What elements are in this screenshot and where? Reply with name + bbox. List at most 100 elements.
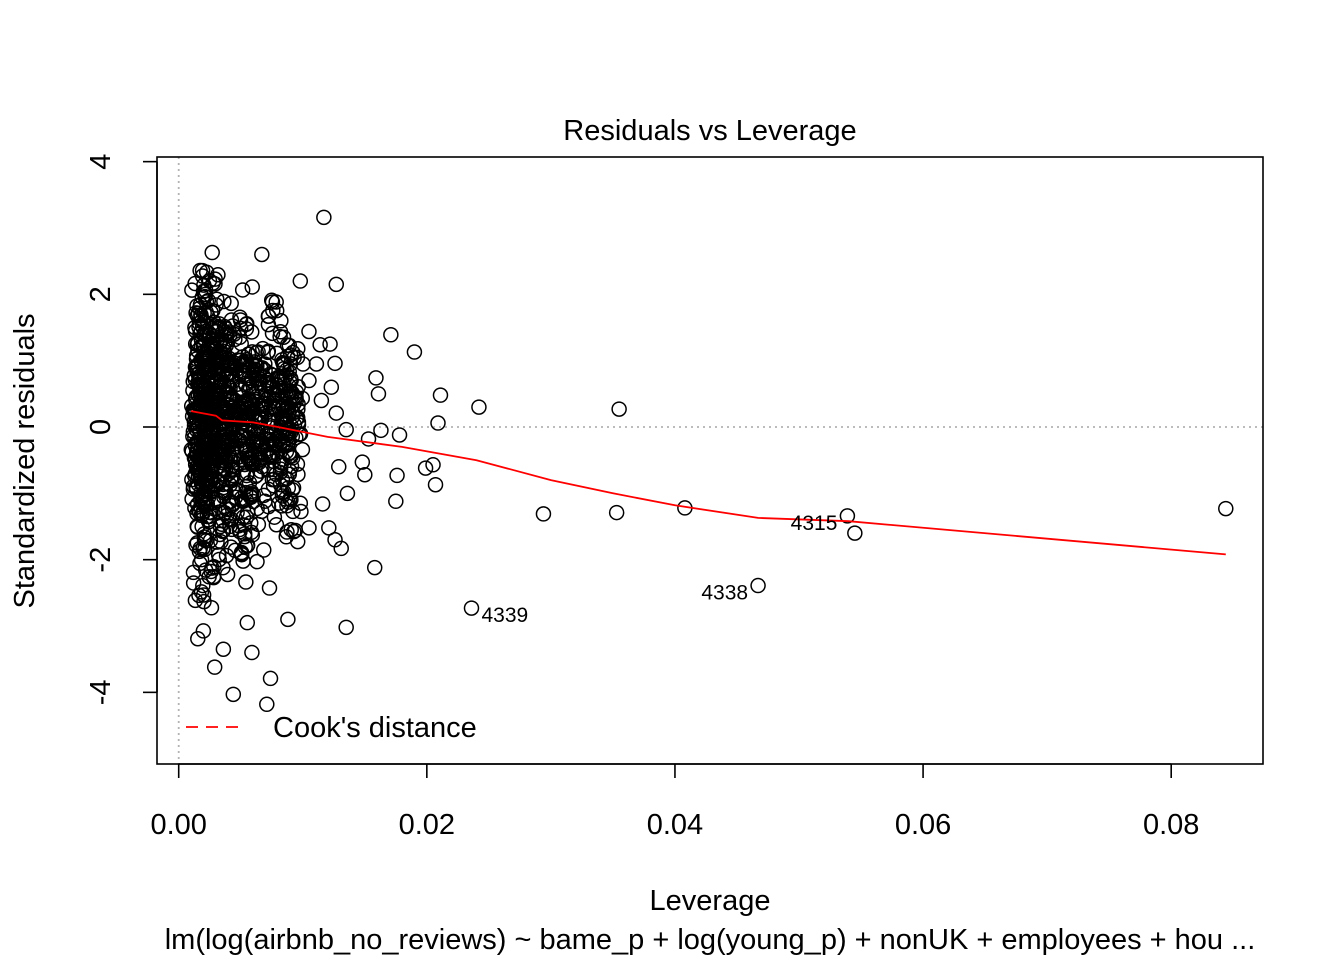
data-point bbox=[223, 295, 239, 312]
data-point bbox=[327, 355, 343, 372]
data-point bbox=[274, 370, 290, 386]
data-point bbox=[188, 480, 205, 496]
data-point bbox=[268, 516, 285, 533]
data-point bbox=[196, 529, 213, 545]
data-point bbox=[215, 466, 232, 482]
data-point bbox=[272, 392, 288, 409]
data-point bbox=[388, 493, 404, 510]
data-point bbox=[236, 528, 253, 545]
data-point bbox=[242, 488, 259, 505]
data-point bbox=[219, 566, 236, 583]
data-point bbox=[338, 619, 354, 636]
data-point bbox=[216, 293, 232, 310]
data-point bbox=[207, 364, 223, 381]
data-point bbox=[198, 408, 215, 425]
point-id-label: 4338 bbox=[701, 582, 748, 605]
data-point bbox=[239, 614, 256, 631]
data-point bbox=[250, 344, 266, 360]
data-point bbox=[191, 543, 208, 560]
data-point bbox=[223, 539, 239, 555]
data-point bbox=[279, 408, 296, 425]
data-point bbox=[273, 313, 289, 329]
data-point bbox=[256, 542, 272, 558]
data-point bbox=[232, 320, 249, 337]
data-point bbox=[238, 574, 254, 590]
data-point bbox=[224, 497, 241, 513]
data-point bbox=[223, 312, 240, 328]
data-point bbox=[242, 451, 259, 468]
data-point bbox=[199, 496, 216, 513]
data-point bbox=[204, 244, 220, 261]
data-point bbox=[200, 512, 216, 528]
data-point bbox=[187, 592, 204, 609]
data-point bbox=[235, 465, 251, 481]
labeled-data-point bbox=[750, 577, 766, 594]
data-point bbox=[272, 476, 289, 493]
data-point bbox=[425, 457, 441, 473]
data-point bbox=[383, 327, 399, 343]
data-point bbox=[260, 344, 276, 361]
data-point bbox=[289, 533, 306, 550]
data-point bbox=[611, 401, 627, 417]
data-point bbox=[192, 296, 209, 313]
data-point bbox=[195, 448, 211, 464]
x-tick-label: 0.08 bbox=[1143, 809, 1199, 841]
data-point bbox=[271, 380, 287, 396]
data-point bbox=[285, 396, 302, 413]
x-axis-title: Leverage bbox=[650, 885, 771, 917]
data-point bbox=[301, 323, 317, 340]
x-axis: 0.00 0.02 0.04 0.06 0.08 bbox=[150, 763, 1199, 841]
data-point bbox=[225, 686, 242, 703]
data-point bbox=[195, 400, 211, 416]
y-tick-label: 0 bbox=[85, 419, 117, 435]
data-point bbox=[261, 580, 278, 596]
data-point bbox=[285, 503, 301, 520]
data-point bbox=[203, 600, 220, 616]
data-point bbox=[251, 370, 267, 387]
data-point bbox=[280, 425, 297, 442]
data-point bbox=[360, 431, 377, 447]
data-point bbox=[244, 395, 260, 411]
data-point bbox=[193, 584, 210, 600]
data-point bbox=[193, 332, 210, 348]
data-point bbox=[204, 332, 221, 349]
data-point bbox=[406, 344, 423, 360]
data-point bbox=[220, 396, 236, 412]
data-point bbox=[290, 340, 306, 357]
data-point bbox=[291, 426, 307, 443]
data-point bbox=[244, 279, 260, 295]
point-id-label: 4315 bbox=[791, 512, 838, 535]
data-point bbox=[273, 425, 290, 441]
data-point bbox=[195, 587, 212, 603]
data-point bbox=[187, 275, 203, 292]
model-subtitle: lm(log(airbnb_no_reviews) ~ bame_p + log… bbox=[165, 924, 1256, 956]
data-point bbox=[290, 401, 306, 418]
data-point bbox=[245, 434, 261, 451]
data-point bbox=[389, 467, 405, 484]
data-point bbox=[205, 342, 222, 359]
data-point bbox=[268, 302, 285, 319]
data-point bbox=[301, 520, 317, 536]
data-point bbox=[292, 273, 309, 289]
data-point bbox=[847, 525, 863, 541]
data-point bbox=[1218, 500, 1234, 517]
points-layer bbox=[183, 209, 1234, 713]
data-point bbox=[193, 458, 210, 475]
data-point bbox=[276, 360, 292, 377]
point-id-label: 4339 bbox=[481, 604, 528, 627]
data-point bbox=[203, 304, 219, 321]
data-point bbox=[328, 405, 345, 421]
data-point bbox=[357, 467, 373, 483]
data-point bbox=[535, 506, 552, 522]
chart-title: Residuals vs Leverage bbox=[563, 115, 856, 147]
data-point bbox=[211, 551, 227, 568]
data-point bbox=[232, 382, 249, 398]
data-point bbox=[322, 336, 338, 352]
smooth-layer bbox=[190, 410, 1226, 556]
data-point bbox=[191, 587, 207, 604]
data-point bbox=[211, 435, 227, 452]
data-point bbox=[308, 356, 325, 372]
data-point bbox=[471, 399, 487, 415]
data-point bbox=[314, 496, 331, 512]
